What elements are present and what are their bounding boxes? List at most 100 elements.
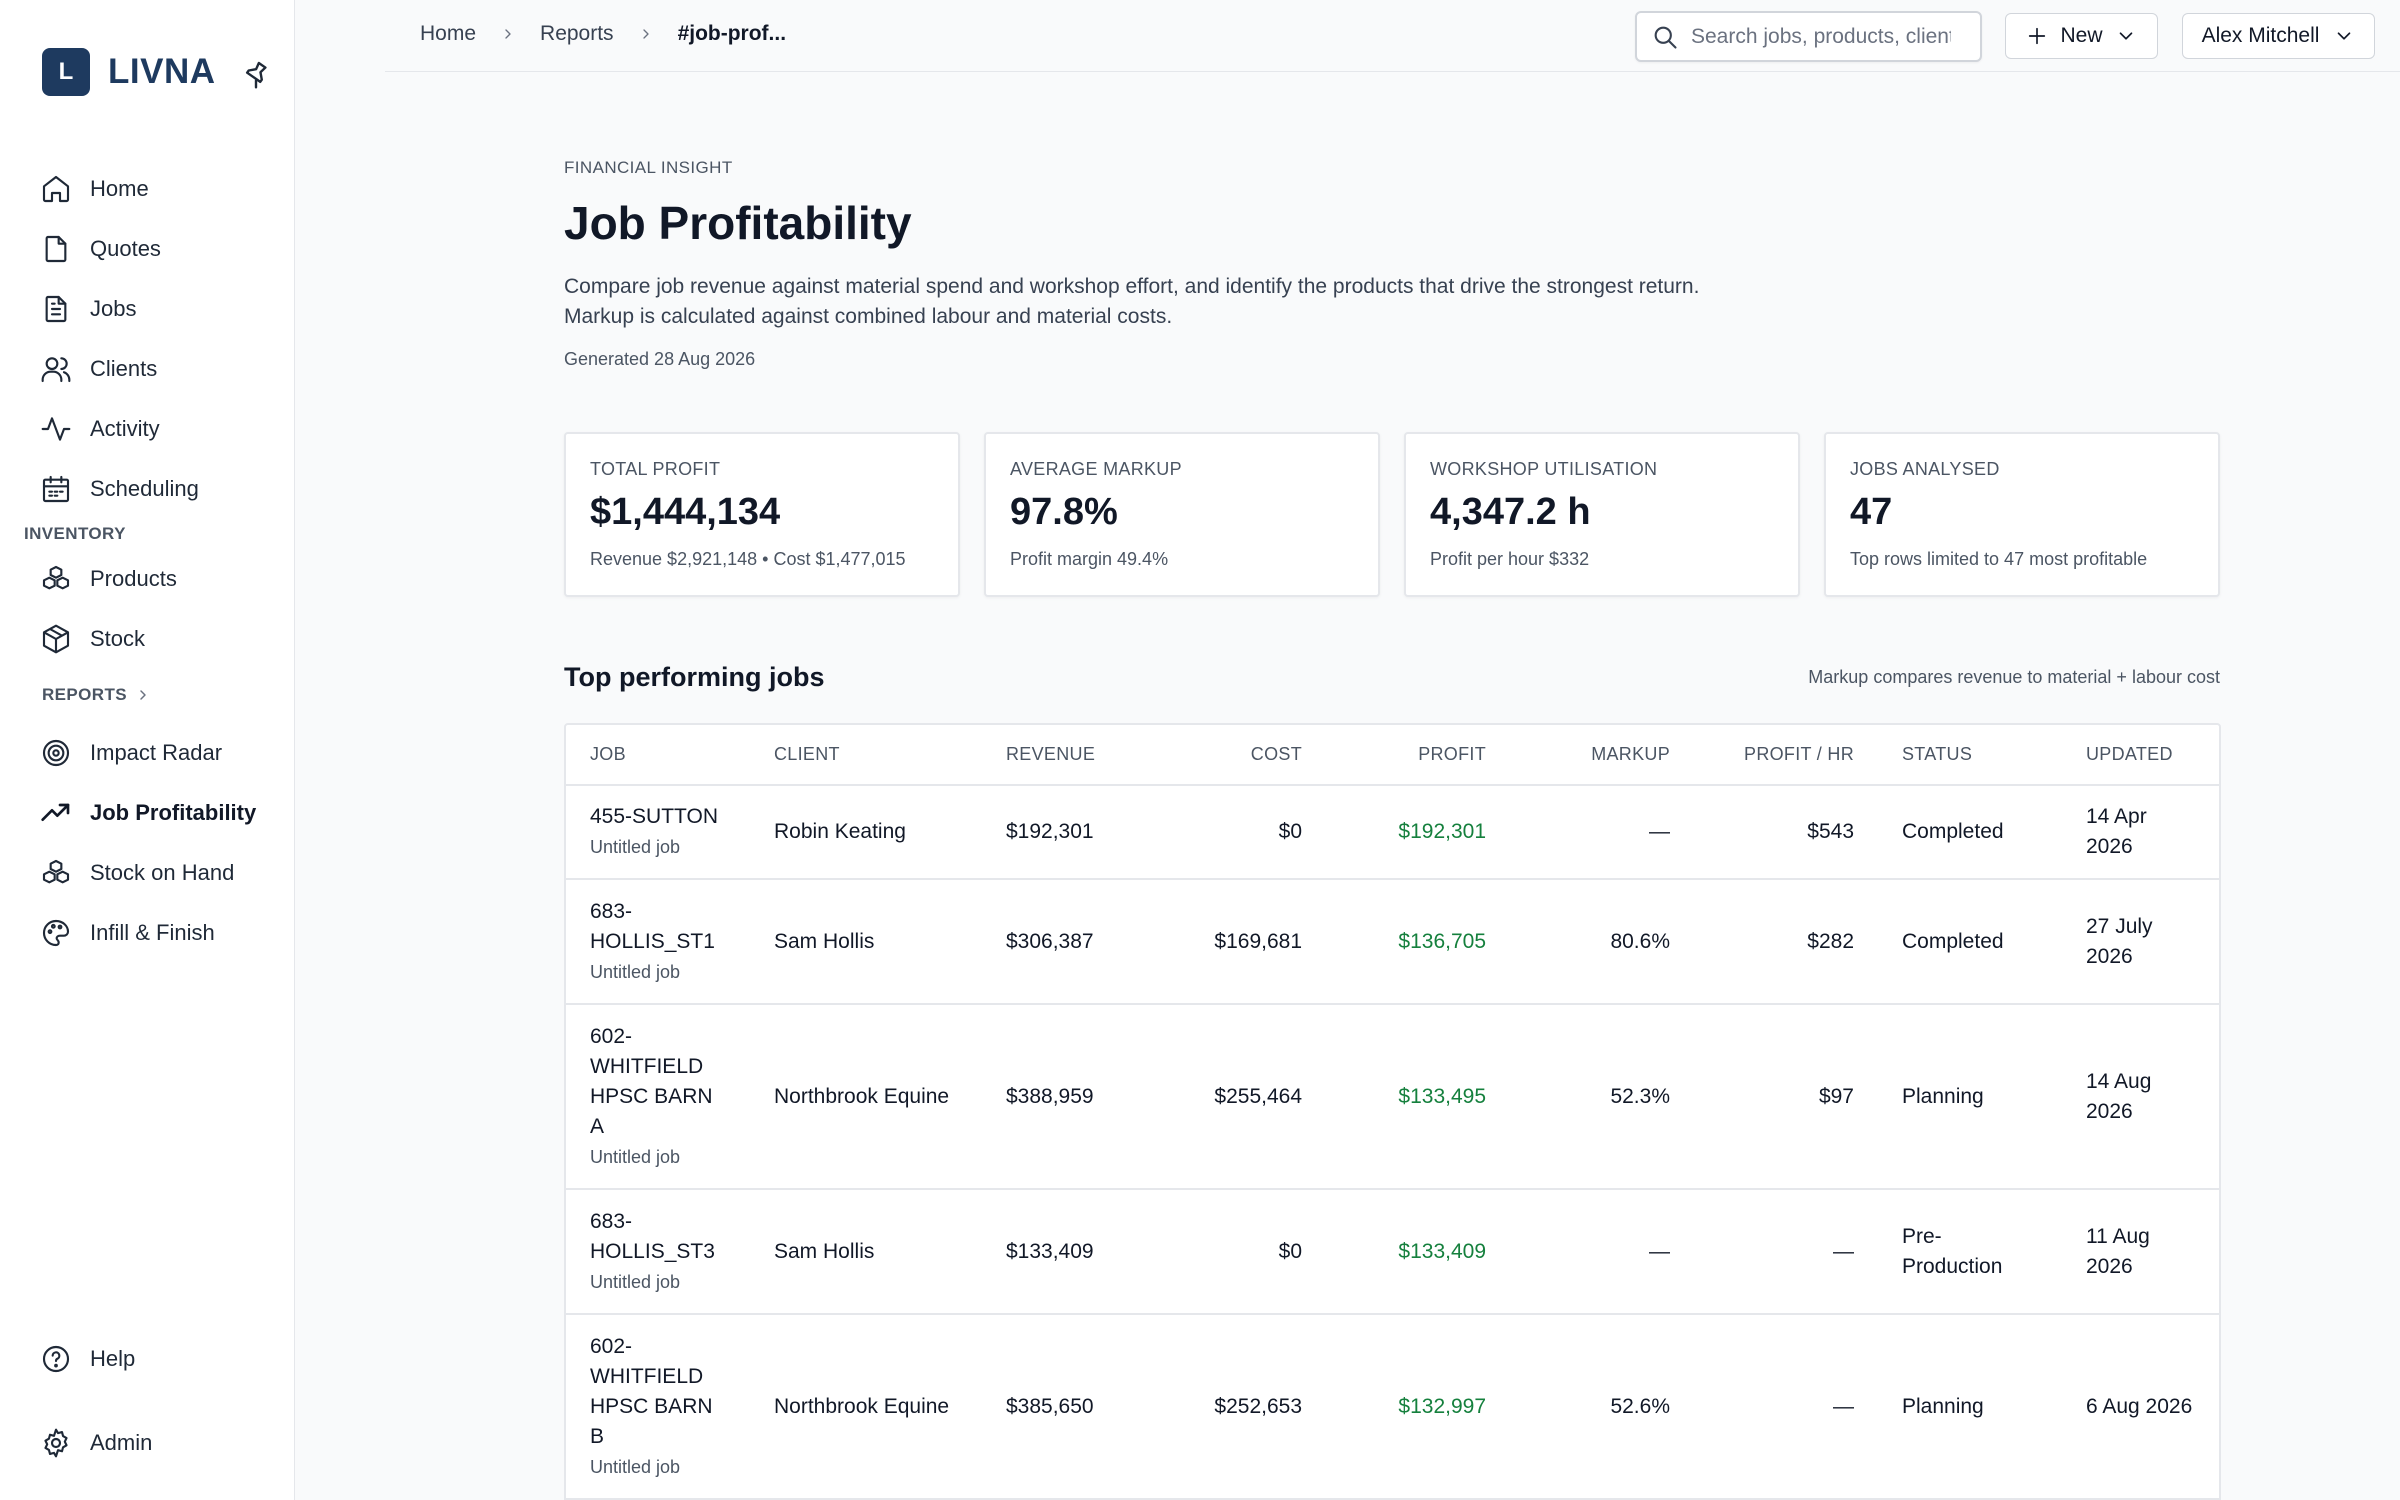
column-header-job[interactable]: JOB — [566, 725, 750, 786]
sidebar-item-clients[interactable]: Clients — [40, 347, 157, 391]
sidebar-item-activity[interactable]: Activity — [40, 407, 160, 451]
kpi-card-total-profit: TOTAL PROFIT $1,444,134 Revenue $2,921,1… — [564, 432, 960, 597]
sidebar-item-label: Stock on Hand — [90, 860, 235, 885]
table-row[interactable]: 683-HOLLIS_ST1 Untitled job Sam Hollis $3… — [566, 879, 2219, 1005]
breadcrumb-reports[interactable]: Reports — [540, 22, 614, 45]
gear-icon — [44, 1428, 68, 1458]
boxes-icon — [42, 859, 70, 884]
markup-cell: 52.3% — [1510, 1004, 1694, 1190]
top-bar: Home Reports #job-prof... New Alex Mitch… — [385, 0, 2400, 72]
client-cell: Robin Keating — [750, 785, 982, 880]
sidebar-item-jobs[interactable]: Jobs — [40, 287, 136, 331]
new-button[interactable]: New — [2005, 13, 2158, 59]
sidebar-item-label: Quotes — [90, 236, 161, 261]
table-section-title: Top performing jobs — [564, 662, 825, 692]
job-id[interactable]: 455-SUTTON — [590, 805, 718, 828]
job-cell: 602-WHITFIELD HPSC BARN A Untitled job — [566, 1004, 750, 1190]
brand-logo[interactable]: L LIVNA — [42, 48, 216, 96]
markup-cell: — — [1510, 1189, 1694, 1315]
sidebar-item-quotes[interactable]: Quotes — [40, 227, 161, 271]
column-header-client[interactable]: CLIENT — [750, 725, 982, 786]
kpi-value: 97.8% — [1010, 491, 1118, 533]
cost-cell: $0 — [1142, 1189, 1326, 1315]
client-cell: Sam Hollis — [750, 1189, 982, 1315]
users-icon — [41, 357, 71, 383]
trending-up-icon — [41, 803, 70, 821]
column-header-revenue[interactable]: REVENUE — [982, 725, 1142, 786]
updated-cell: 27 July 2026 — [2062, 879, 2219, 1005]
pin-icon[interactable] — [240, 58, 272, 90]
job-subtitle: Untitled job — [590, 961, 681, 982]
search-input[interactable] — [1691, 24, 1951, 49]
column-header-cost[interactable]: COST — [1142, 725, 1326, 786]
page-title: Job Profitability — [564, 197, 912, 249]
help-icon — [42, 1345, 70, 1373]
column-header-markup[interactable]: MARKUP — [1510, 725, 1694, 786]
job-id[interactable]: 683-HOLLIS_ST3 — [590, 1209, 715, 1263]
cost-cell: $252,653 — [1142, 1314, 1326, 1500]
job-id[interactable]: 683-HOLLIS_ST1 — [590, 899, 715, 953]
revenue-cell: $306,387 — [982, 879, 1142, 1005]
job-id[interactable]: 602-WHITFIELD HPSC BARN B — [590, 1334, 713, 1448]
sidebar-item-products[interactable]: Products — [40, 557, 177, 601]
job-subtitle: Untitled job — [590, 1271, 681, 1292]
profit-per-hour-cell: — — [1694, 1189, 1878, 1315]
revenue-cell: $192,301 — [982, 785, 1142, 880]
sidebar-item-stock[interactable]: Stock — [40, 617, 145, 661]
job-subtitle: Untitled job — [590, 837, 681, 857]
global-search[interactable] — [1635, 11, 1982, 62]
column-header-profit[interactable]: PROFIT — [1326, 725, 1510, 786]
kpi-subtext: Profit per hour $332 — [1430, 549, 1590, 569]
sidebar-item-scheduling[interactable]: Scheduling — [40, 467, 199, 511]
kpi-subtext: Profit margin 49.4% — [1010, 549, 1169, 569]
table-row[interactable]: 455-SUTTON Untitled job Robin Keating $19… — [566, 785, 2219, 880]
sidebar-item-stock-on-hand[interactable]: Stock on Hand — [40, 851, 234, 895]
markup-cell: 52.6% — [1510, 1314, 1694, 1500]
sidebar-item-job-profitability[interactable]: Job Profitability — [40, 791, 256, 835]
sidebar-item-impact-radar[interactable]: Impact Radar — [40, 731, 222, 775]
chevron-down-icon — [2338, 32, 2351, 40]
breadcrumb-home[interactable]: Home — [420, 22, 477, 45]
sidebar-item-label: Products — [90, 566, 177, 591]
reports-section-toggle[interactable]: REPORTS — [42, 685, 151, 705]
chevron-right-icon — [505, 29, 511, 39]
kpi-label: JOBS ANALYSED — [1850, 459, 2000, 479]
search-icon — [1654, 26, 1677, 49]
kpi-value: 47 — [1850, 491, 1893, 533]
sidebar-item-infill-finish[interactable]: Infill & Finish — [40, 911, 215, 955]
home-icon — [42, 175, 70, 203]
kpi-label: WORKSHOP UTILISATION — [1430, 459, 1658, 479]
sidebar-item-admin[interactable]: Admin — [40, 1421, 152, 1465]
profit-per-hour-cell: $543 — [1694, 785, 1878, 880]
job-cell: 683-HOLLIS_ST1 Untitled job — [566, 879, 750, 1005]
column-header-updated[interactable]: UPDATED — [2062, 725, 2219, 786]
sidebar-item-label: Activity — [90, 416, 160, 441]
table-header-row: JOB CLIENT REVENUE COST PROFIT MARKUP PR… — [566, 725, 2219, 786]
palette-icon — [42, 919, 70, 947]
column-header-profit-per-hour[interactable]: PROFIT / HR — [1694, 725, 1878, 786]
clipboard-icon — [45, 295, 67, 323]
sidebar-item-help[interactable]: Help — [40, 1337, 135, 1381]
cost-cell: $0 — [1142, 785, 1326, 880]
profit-cell: $136,705 — [1326, 879, 1510, 1005]
target-icon — [42, 739, 70, 767]
kpi-subtext: Top rows limited to 47 most profitable — [1850, 549, 2148, 569]
user-menu-button[interactable]: Alex Mitchell — [2182, 13, 2375, 59]
kpi-value: 4,347.2 h — [1430, 491, 1591, 533]
sidebar-item-label: Impact Radar — [90, 740, 223, 765]
job-id[interactable]: 602-WHITFIELD HPSC BARN A — [590, 1024, 713, 1138]
chevron-right-icon — [642, 29, 649, 39]
sidebar-item-label: Job Profitability — [90, 800, 257, 825]
sidebar-item-home[interactable]: Home — [40, 167, 149, 211]
file-icon — [45, 235, 67, 263]
generated-date: Generated 28 Aug 2026 — [564, 349, 756, 369]
column-header-status[interactable]: STATUS — [1878, 725, 2062, 786]
client-cell: Northbrook Equine — [750, 1004, 982, 1190]
table-row[interactable]: 683-HOLLIS_ST3 Untitled job Sam Hollis $1… — [566, 1189, 2219, 1315]
page-description-line: Compare job revenue against material spe… — [564, 275, 1700, 298]
cost-cell: $169,681 — [1142, 879, 1326, 1005]
table-row[interactable]: 602-WHITFIELD HPSC BARN A Untitled job No… — [566, 1004, 2219, 1190]
kpi-label: TOTAL PROFIT — [590, 459, 721, 479]
table-row[interactable]: 602-WHITFIELD HPSC BARN B Untitled job No… — [566, 1314, 2219, 1500]
page-eyebrow: FINANCIAL INSIGHT — [564, 158, 733, 177]
